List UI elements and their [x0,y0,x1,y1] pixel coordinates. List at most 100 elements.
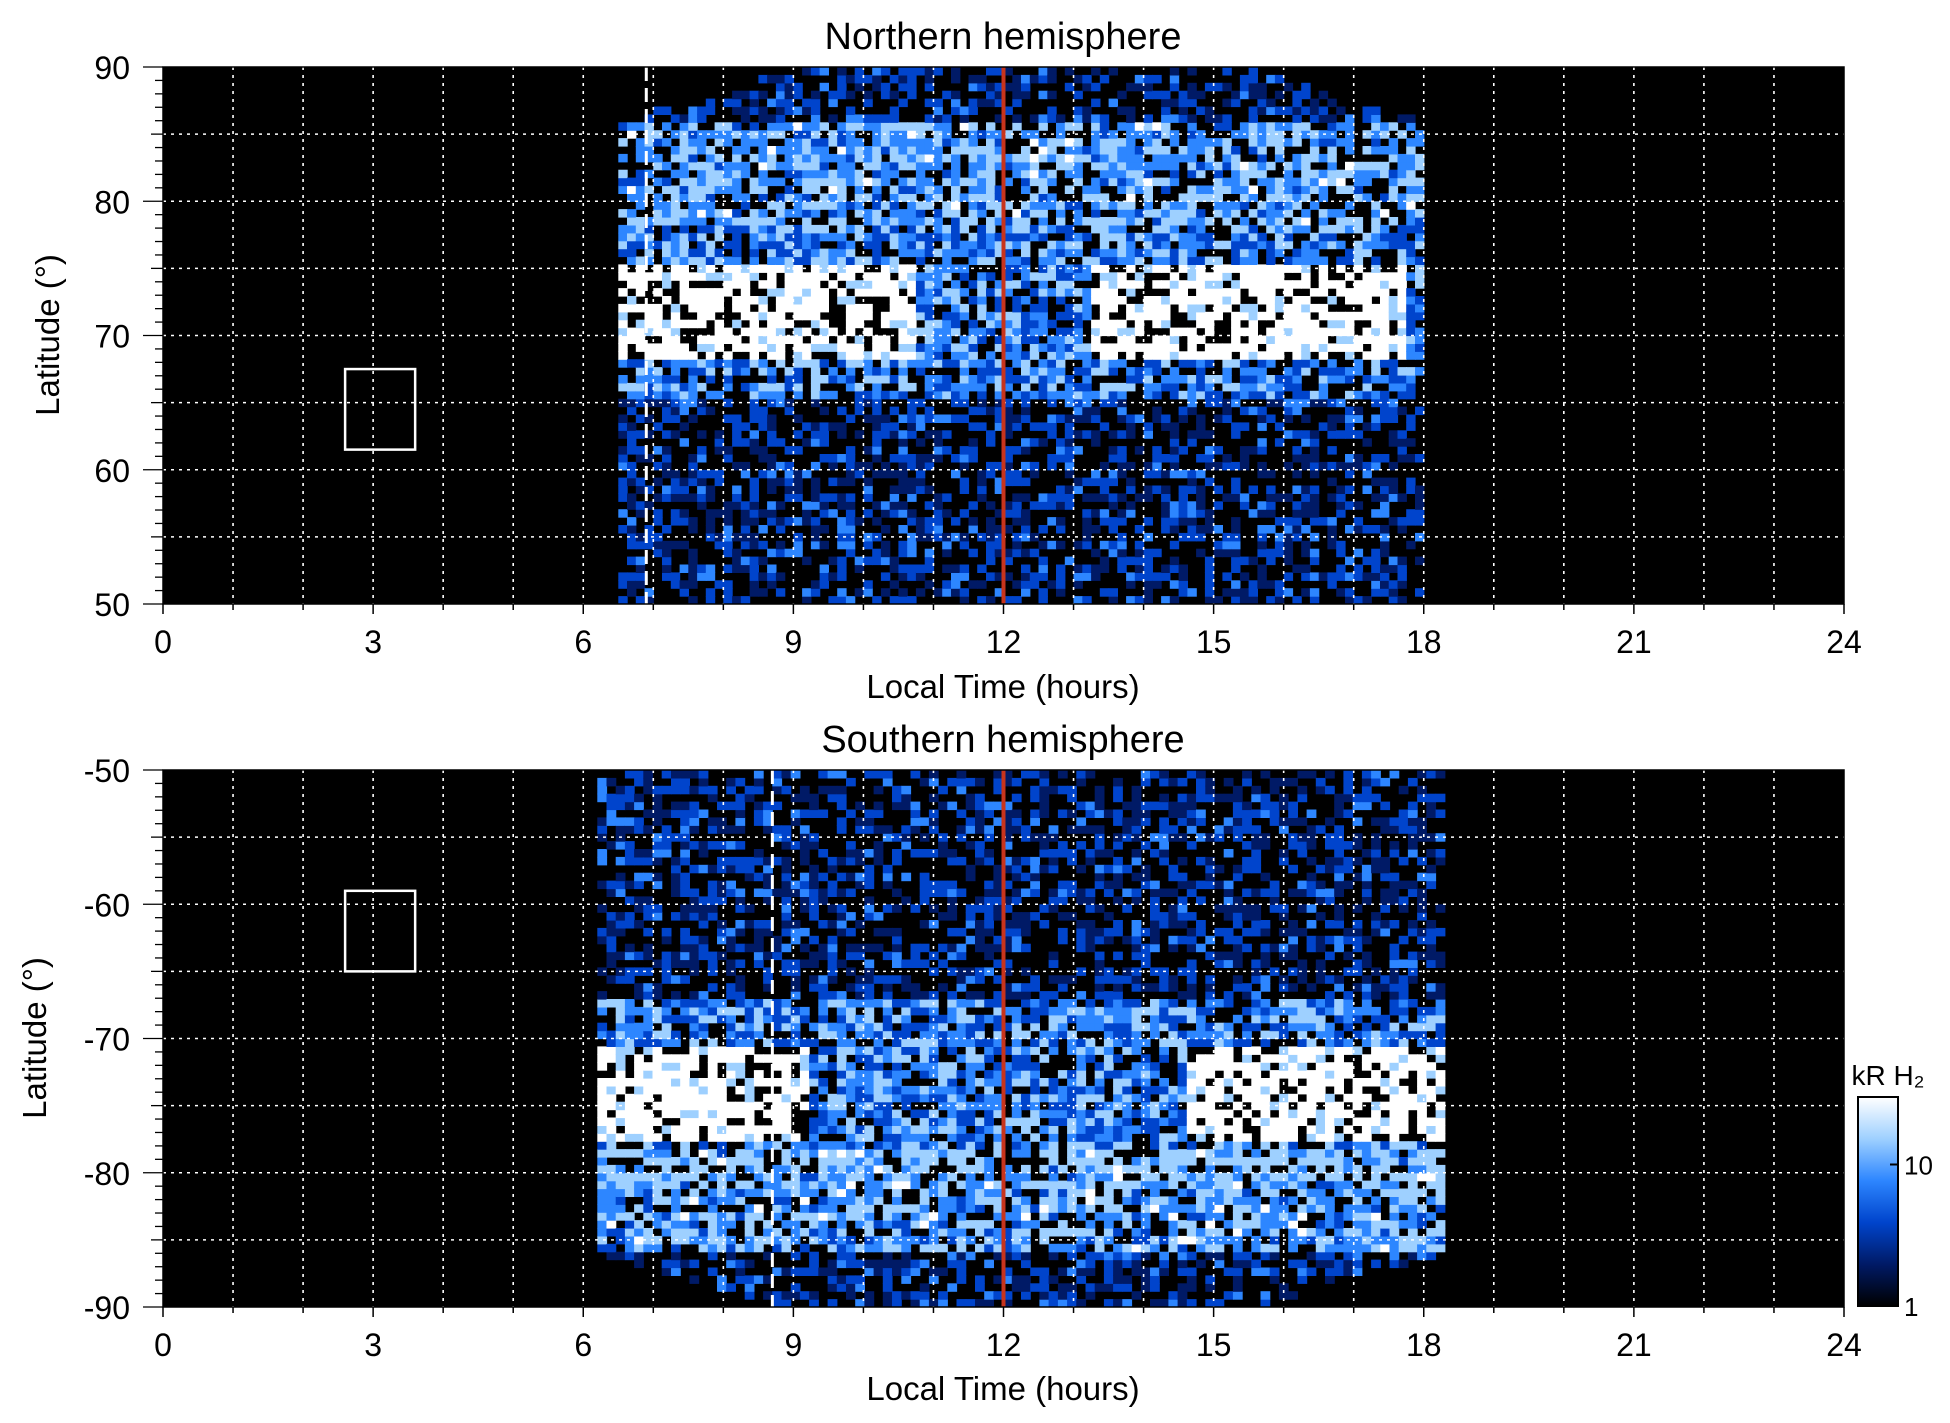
heatmap-cell [1126,153,1136,163]
heatmap-cell [1126,335,1136,344]
heatmap-cell [653,375,663,384]
heatmap-cell [772,1180,783,1190]
heatmap-cell [1029,201,1040,210]
heatmap-cell [819,177,829,187]
heatmap-cell [627,525,637,534]
heatmap-cell [1327,311,1337,321]
heatmap-cell [1064,375,1075,384]
heatmap-cell [1371,390,1381,400]
heatmap-cell [793,256,803,265]
heatmap-cell [735,825,746,834]
heatmap-cell [1126,343,1136,352]
heatmap-cell [1353,406,1364,416]
heatmap-cell [915,343,926,352]
heatmap-cell [1327,430,1337,439]
heatmap-cell [634,983,644,992]
heatmap-cell [705,532,716,542]
heatmap-cell [634,1125,644,1134]
heatmap-cell [933,280,943,289]
heatmap-cell [986,98,996,108]
heatmap-cell [671,1014,681,1024]
heatmap-cell [977,248,987,258]
heatmap-cell [810,390,821,400]
heatmap-cell [898,335,908,344]
heatmap-cell [1283,264,1294,273]
heatmap-cell [1073,209,1083,218]
heatmap-cell [662,446,672,455]
heatmap-cell [1353,343,1364,352]
heatmap-cell [968,454,978,463]
heatmap-cell [772,1078,783,1087]
heatmap-cell [1266,398,1276,408]
heatmap-cell [1038,296,1048,305]
heatmap-cell [802,351,812,360]
heatmap-cell [634,1172,644,1182]
heatmap-cell [924,351,935,360]
heatmap-cell [793,161,803,171]
heatmap-cell [1309,485,1320,494]
heatmap-cell [1178,280,1188,289]
heatmap-cell [898,240,908,250]
heatmap-cell [907,193,917,202]
heatmap-cell [772,1014,783,1024]
heatmap-cell [1362,375,1372,384]
heatmap-cell [1126,256,1136,265]
heatmap-cell [977,390,987,400]
heatmap-cell [1021,224,1031,234]
heatmap-cell [634,1109,644,1119]
heatmap-cell [680,777,690,787]
heatmap-cell [828,509,838,518]
heatmap-cell [1056,138,1066,147]
heatmap-cell [802,588,812,597]
heatmap-cell [1309,106,1320,115]
heatmap-cell [1152,572,1162,581]
heatmap-cell [749,264,759,273]
heatmap-cell [1021,240,1031,250]
heatmap-cell [1318,217,1329,226]
heatmap-cell [1099,382,1110,392]
heatmap-cell [1196,390,1206,400]
heatmap-cell [698,864,709,874]
heatmap-cell [749,390,759,400]
heatmap-cell [643,1235,654,1245]
heatmap-cell [1222,351,1232,360]
heatmap-cell [1309,169,1320,179]
heatmap-cell [705,596,716,604]
heatmap-cell [781,1054,792,1063]
heatmap-cell [670,335,681,344]
heatmap-cell [1248,343,1258,352]
heatmap-cell [1143,240,1153,250]
heatmap-cell [1257,351,1267,360]
heatmap-cell [723,264,733,273]
heatmap-cell [772,1228,783,1237]
heatmap-cell [1108,525,1118,534]
heatmap-cell [1038,153,1048,163]
north-x-tick-label: 21 [1616,624,1652,660]
heatmap-cell [1380,501,1390,510]
heatmap-cell [1239,161,1250,171]
heatmap-cell [627,532,637,542]
heatmap-cell [986,67,996,76]
heatmap-cell [819,430,829,439]
heatmap-cell [749,138,759,147]
heatmap-cell [1003,430,1013,439]
heatmap-cell [775,382,786,392]
heatmap-cell [744,1228,755,1237]
heatmap-cell [615,912,626,921]
heatmap-cell [942,382,952,392]
heatmap-cell [1274,351,1285,360]
heatmap-cell [1038,319,1048,329]
heatmap-cell [1362,146,1372,155]
heatmap-cell [744,1164,755,1174]
heatmap-cell [986,525,996,534]
heatmap-cell [1178,296,1188,305]
heatmap-cell [634,1054,644,1063]
heatmap-cell [837,493,847,502]
heatmap-cell [643,1125,654,1134]
heatmap-cell [1064,327,1075,337]
heatmap-cell [863,509,873,518]
heatmap-cell [863,74,873,84]
heatmap-cell [1117,548,1127,558]
heatmap-cell [732,272,742,281]
heatmap-cell [697,319,707,329]
